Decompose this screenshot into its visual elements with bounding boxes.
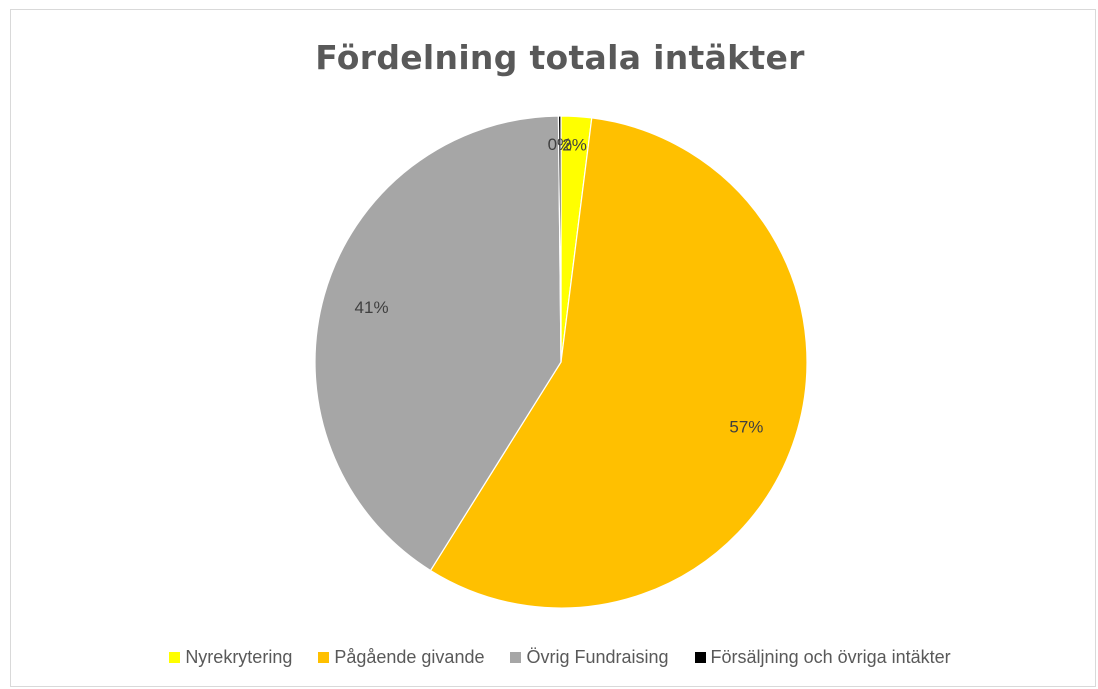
pie-slice-ovrig-fundraising[interactable] <box>314 115 562 572</box>
legend-swatch-icon <box>694 652 706 663</box>
legend-item-forsaljning-ovriga[interactable]: Försäljning och övriga intäkter <box>694 647 951 668</box>
pie-slice-pagande-givande[interactable] <box>429 117 808 609</box>
data-label-pagande-givande: 57% <box>729 418 763 437</box>
legend-item-pagande-givande[interactable]: Pågående givande <box>318 647 484 668</box>
data-label-ovrig-fundraising: 41% <box>355 298 389 317</box>
chart-title: Fördelning totala intäkter <box>315 38 805 77</box>
pie-slice-forsaljning-ovriga[interactable] <box>557 115 562 363</box>
legend-item-ovrig-fundraising[interactable]: Övrig Fundraising <box>510 647 669 668</box>
legend-label: Försäljning och övriga intäkter <box>710 647 951 667</box>
data-label-forsaljning-ovriga: 0% <box>548 135 573 154</box>
legend-swatch-icon <box>510 652 522 663</box>
legend: Nyrekrytering Pågående givande Övrig Fundr… <box>0 647 1098 668</box>
legend-item-nyrekrytering[interactable]: Nyrekrytering <box>169 647 292 668</box>
legend-swatch-icon <box>318 652 330 663</box>
legend-label: Nyrekrytering <box>185 647 293 667</box>
data-label-nyrekrytering: 2% <box>562 135 587 154</box>
legend-label: Pågående givande <box>334 647 485 667</box>
legend-label: Övrig Fundraising <box>526 647 669 667</box>
legend-swatch-icon <box>169 652 181 663</box>
